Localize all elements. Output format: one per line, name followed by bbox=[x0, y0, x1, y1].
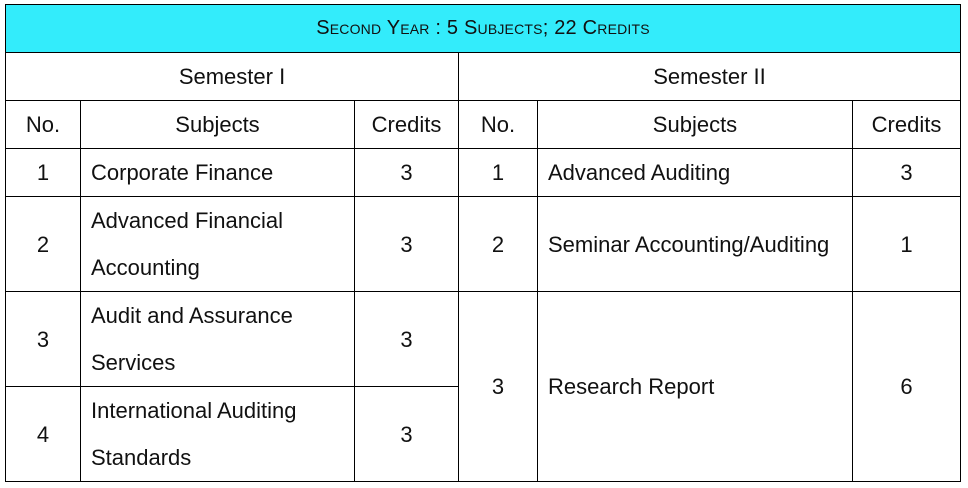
table-row: 4 International Auditing Standards 3 bbox=[5, 386, 961, 482]
semester-2-heading: Semester II bbox=[458, 52, 961, 101]
table-title-text: Second Year : 5 Subjects; 22 Credits bbox=[316, 17, 650, 39]
sem1-row-credits: 3 bbox=[354, 386, 459, 482]
sem1-row-credits: 3 bbox=[354, 291, 459, 387]
sem2-row-credits: 6 bbox=[852, 291, 961, 482]
table-row: 1 Corporate Finance 3 1 Advanced Auditin… bbox=[5, 148, 961, 197]
sem1-row-subject: Corporate Finance bbox=[80, 148, 355, 197]
sem2-row-subject: Advanced Auditing bbox=[537, 148, 853, 197]
table-title: Second Year : 5 Subjects; 22 Credits bbox=[5, 4, 961, 53]
sem2-row-subject: Research Report bbox=[537, 291, 853, 482]
sem1-col-header-credits: Credits bbox=[354, 100, 459, 149]
sem1-row-no: 3 bbox=[5, 291, 81, 387]
sem2-col-header-credits: Credits bbox=[852, 100, 961, 149]
sem2-row-no: 1 bbox=[458, 148, 538, 197]
sem2-row-credits: 3 bbox=[852, 148, 961, 197]
sem2-row-no: 3 bbox=[458, 291, 538, 482]
sem1-row-subject: Advanced Financial Accounting bbox=[80, 196, 355, 292]
sem1-row-credits: 3 bbox=[354, 196, 459, 292]
sem1-row-subject: International Auditing Standards bbox=[80, 386, 355, 482]
curriculum-table: Second Year : 5 Subjects; 22 Credits Sem… bbox=[5, 4, 961, 482]
sem1-row-credits: 3 bbox=[354, 148, 459, 197]
semester-1-heading: Semester I bbox=[5, 52, 459, 101]
sem2-row-credits: 1 bbox=[852, 196, 961, 292]
sem1-row-no: 1 bbox=[5, 148, 81, 197]
sem1-row-no: 2 bbox=[5, 196, 81, 292]
table-row: 2 Advanced Financial Accounting 3 2 Semi… bbox=[5, 196, 961, 292]
curriculum-table-container: Second Year : 5 Subjects; 22 Credits Sem… bbox=[5, 4, 961, 482]
sem1-col-header-no: No. bbox=[5, 100, 81, 149]
sem2-row-subject: Seminar Accounting/Auditing bbox=[537, 196, 853, 292]
sem1-row-subject: Audit and Assurance Services bbox=[80, 291, 355, 387]
sem2-col-header-subjects: Subjects bbox=[537, 100, 853, 149]
sem1-row-no: 4 bbox=[5, 386, 81, 482]
sem2-row-no: 2 bbox=[458, 196, 538, 292]
sem1-col-header-subjects: Subjects bbox=[80, 100, 355, 149]
sem2-col-header-no: No. bbox=[458, 100, 538, 149]
table-row: 3 Audit and Assurance Services 3 3 Resea… bbox=[5, 291, 961, 482]
